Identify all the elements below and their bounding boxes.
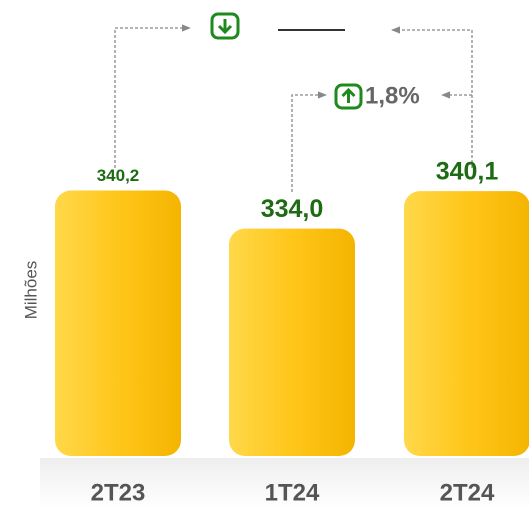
bar [55, 190, 181, 456]
x-tick-label: 2T23 [91, 479, 146, 506]
value-label: 334,0 [261, 195, 324, 223]
down-icon [210, 12, 240, 40]
value-label: 340,1 [436, 158, 499, 186]
x-tick-label: 2T24 [440, 479, 495, 506]
bar [404, 191, 529, 456]
connector [291, 91, 327, 192]
annotation: 1,8% [365, 82, 420, 109]
y-axis-label: Milhões [21, 261, 40, 320]
x-tick-label: 1T24 [265, 479, 320, 506]
connector [114, 24, 191, 168]
floor [40, 458, 529, 509]
bar [229, 228, 355, 456]
connector [391, 26, 473, 168]
value-label: 340,2 [97, 166, 140, 185]
up-icon [334, 83, 363, 110]
